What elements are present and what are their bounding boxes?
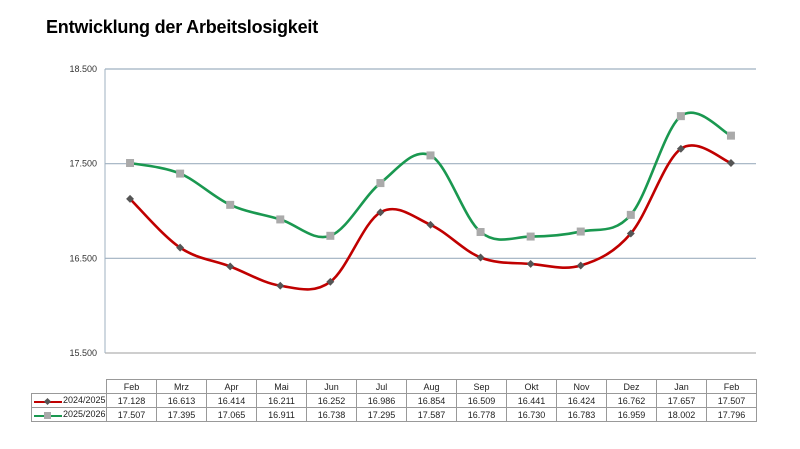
table-cell: 16.911	[256, 407, 307, 422]
diamond-marker	[326, 277, 335, 286]
square-marker	[126, 159, 135, 168]
table-cell: 16.959	[606, 407, 657, 422]
square-marker	[476, 228, 485, 237]
table-cell: 16.211	[256, 393, 307, 408]
table-cell: 16.854	[406, 393, 457, 408]
table-cell: 16.509	[456, 393, 507, 408]
table-cell: 17.796	[706, 407, 757, 422]
diamond-marker	[576, 261, 585, 270]
table-header-cell: Jul	[356, 379, 407, 394]
y-tick-label: 17.500	[69, 159, 97, 169]
table-cell: 17.295	[356, 407, 407, 422]
gridlines	[105, 68, 756, 354]
table-cell: 17.395	[156, 407, 207, 422]
table-header-cell: Apr	[206, 379, 257, 394]
table-cell: 16.762	[606, 393, 657, 408]
table-header-row: Feb Mrz Apr Mai Jun Jul Aug Sep Okt Nov Dez Jan Feb	[32, 379, 757, 394]
y-tick-label: 18.500	[69, 64, 97, 74]
table-cell: 16.730	[506, 407, 557, 422]
legend-entry: 2024/2025	[31, 393, 107, 408]
data-table: Feb Mrz Apr Mai Jun Jul Aug Sep Okt Nov Dez Jan Feb 2…	[31, 379, 757, 422]
table-header-cell: Mai	[256, 379, 307, 394]
series-line	[129, 144, 732, 291]
square-marker	[376, 179, 385, 188]
square-marker	[726, 131, 735, 140]
table-cell: 17.657	[656, 393, 707, 408]
table-cell: 17.587	[406, 407, 457, 422]
table-corner	[32, 380, 107, 394]
legend-square-line-icon	[34, 411, 62, 420]
table-header-cell: Jun	[306, 379, 357, 394]
table-header-cell: Sep	[456, 379, 507, 394]
diamond-marker	[426, 220, 435, 229]
table-row: 2025/2026 17.507 17.395 17.065 16.911 16.738 1…	[31, 407, 757, 422]
table-row: 2024/2025 17.128 16.613 16.414 16.211 16.252 1…	[31, 393, 757, 408]
table-header-cell: Jan	[656, 379, 707, 394]
legend-entry: 2025/2026	[31, 407, 107, 422]
table-cell: 17.507	[706, 393, 757, 408]
square-marker	[176, 169, 185, 178]
table-cell: 16.986	[356, 393, 407, 408]
table-header-cell: Dez	[606, 379, 657, 394]
table-header-cell: Aug	[406, 379, 457, 394]
series-2024-2025	[126, 144, 735, 291]
table-cell: 16.783	[556, 407, 607, 422]
table-cell: 16.738	[306, 407, 357, 422]
table-cell: 16.424	[556, 393, 607, 408]
diamond-marker	[626, 229, 635, 238]
table-header-cell: Mrz	[156, 379, 207, 394]
series-2025-2026	[126, 111, 735, 241]
legend-label: 2024/2025	[63, 395, 106, 406]
square-marker	[676, 112, 685, 121]
table-cell: 17.128	[106, 393, 157, 408]
table-cell: 16.613	[156, 393, 207, 408]
y-axis: 15.500 16.500 17.500 18.500	[69, 64, 97, 358]
table-cell: 16.414	[206, 393, 257, 408]
table-header-cell: Okt	[506, 379, 557, 394]
table-header-cell: Nov	[556, 379, 607, 394]
table-cell: 16.778	[456, 407, 507, 422]
line-chart: 15.500 16.500 17.500 18.500	[69, 64, 756, 358]
diamond-marker	[526, 259, 535, 268]
table-cell: 18.002	[656, 407, 707, 422]
table-cell: 17.065	[206, 407, 257, 422]
square-marker	[276, 215, 285, 224]
square-marker	[226, 200, 235, 209]
series-lines	[126, 111, 735, 291]
square-marker	[576, 227, 585, 236]
table-header-cell: Feb	[106, 379, 157, 394]
table-cell: 16.252	[306, 393, 357, 408]
y-tick-label: 16.500	[69, 253, 97, 263]
square-marker	[326, 231, 335, 240]
square-marker	[626, 210, 635, 219]
chart-title: Entwicklung der Arbeitslosigkeit	[46, 17, 318, 37]
table-cell: 17.507	[106, 407, 157, 422]
legend-diamond-line-icon	[34, 397, 62, 406]
diamond-marker	[276, 281, 285, 290]
y-tick-label: 15.500	[69, 348, 97, 358]
table-cell: 16.441	[506, 393, 557, 408]
diamond-marker	[676, 144, 685, 153]
diamond-marker	[226, 262, 235, 271]
diamond-marker	[376, 208, 385, 217]
diamond-marker	[126, 194, 134, 203]
square-marker	[526, 232, 535, 241]
diamond-marker	[727, 159, 735, 167]
legend-label: 2025/2026	[63, 409, 106, 420]
square-marker	[426, 151, 435, 160]
diamond-marker	[476, 253, 485, 262]
table-header-cell: Feb	[706, 379, 757, 394]
diamond-marker	[176, 243, 185, 252]
